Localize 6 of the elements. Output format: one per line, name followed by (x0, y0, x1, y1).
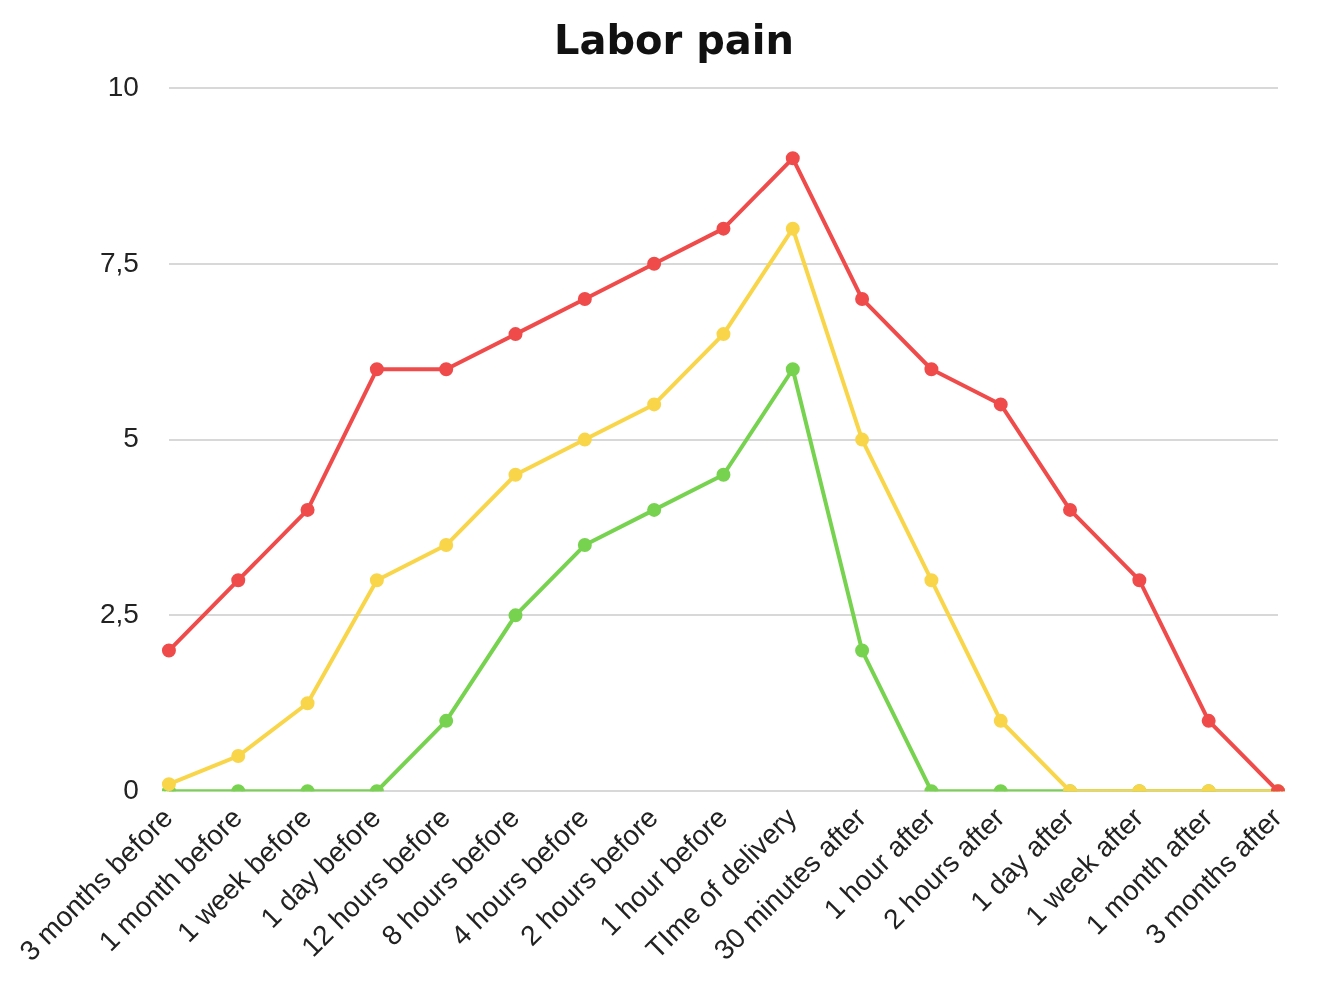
chart-title: Labor pain (553, 17, 795, 64)
y-tick-label: 10 (107, 70, 139, 102)
y-tick-label: 0 (123, 773, 139, 805)
y-tick-label: 7,5 (99, 246, 139, 278)
y-tick-label: 5 (123, 422, 139, 454)
y-tick-label: 2,5 (99, 598, 139, 630)
